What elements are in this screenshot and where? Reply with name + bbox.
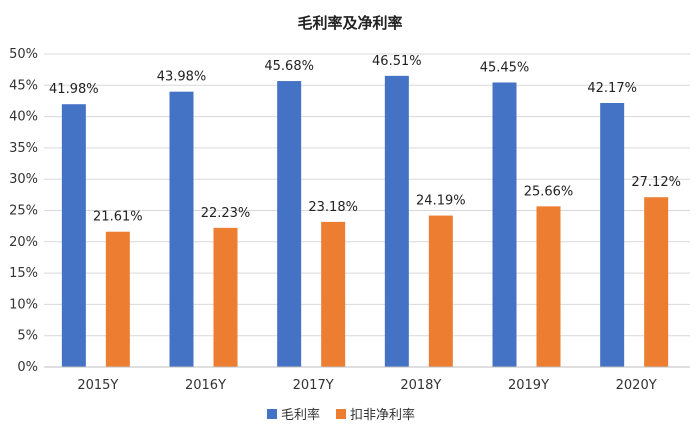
- data-label: 24.19%: [416, 194, 466, 209]
- data-label: 23.18%: [308, 200, 358, 215]
- data-label: 22.23%: [201, 206, 251, 221]
- bar-gross-margin: [277, 81, 302, 367]
- x-tick-label: 2017Y: [293, 378, 334, 393]
- data-label: 21.61%: [93, 210, 143, 225]
- y-tick-label: 45%: [9, 78, 38, 93]
- gridlines: [44, 53, 690, 368]
- legend-swatch: [336, 409, 346, 419]
- data-labels: 41.98% 21.61% 43.98% 22.23% 45.68% 23.18% 46.5…: [49, 54, 681, 225]
- bar-gross-margin: [169, 91, 194, 367]
- y-tick-label: 10%: [9, 297, 38, 312]
- bar-gross-margin: [492, 82, 517, 367]
- y-tick-label: 20%: [9, 235, 38, 250]
- y-tick-label: 5%: [17, 329, 38, 344]
- bar-net-margin: [105, 231, 130, 367]
- data-label: 45.45%: [480, 60, 530, 75]
- y-tick-label: 35%: [9, 141, 38, 156]
- chart-title: 毛利率及净利率: [297, 14, 402, 32]
- legend: 毛利率 扣非净利率: [267, 407, 415, 423]
- bar-gross-margin: [61, 104, 86, 367]
- x-tick-label: 2015Y: [77, 378, 118, 393]
- data-label: 45.68%: [264, 59, 314, 74]
- data-label: 43.98%: [157, 70, 207, 85]
- bar-net-margin: [428, 215, 453, 367]
- bar-net-margin: [321, 221, 346, 367]
- data-label: 42.17%: [587, 81, 637, 96]
- x-tick-label: 2016Y: [185, 378, 226, 393]
- x-axis: 2015Y 2016Y 2017Y 2018Y 2019Y 2020Y: [44, 366, 690, 393]
- bars: [61, 75, 669, 367]
- y-tick-label: 15%: [9, 266, 38, 281]
- bar-net-margin: [213, 227, 238, 367]
- bar-gross-margin: [384, 75, 409, 367]
- data-label: 41.98%: [49, 82, 99, 97]
- bar-net-margin: [536, 206, 561, 367]
- y-axis: 0% 5% 10% 15% 20% 25% 30% 35% 40% 45% 50%: [9, 47, 38, 375]
- x-tick-label: 2019Y: [508, 378, 549, 393]
- y-tick-label: 30%: [9, 172, 38, 187]
- legend-label: 毛利率: [281, 407, 320, 423]
- y-tick-label: 50%: [9, 47, 38, 62]
- x-tick-label: 2018Y: [400, 378, 441, 393]
- data-label: 27.12%: [631, 175, 681, 190]
- y-tick-label: 40%: [9, 110, 38, 125]
- bar-net-margin: [644, 197, 669, 367]
- data-label: 46.51%: [372, 54, 422, 69]
- bar-gross-margin: [600, 103, 625, 367]
- x-tick-label: 2020Y: [616, 378, 657, 393]
- legend-label: 扣非净利率: [350, 407, 415, 423]
- data-label: 25.66%: [524, 184, 574, 199]
- y-tick-label: 0%: [17, 360, 38, 375]
- legend-swatch: [267, 409, 277, 419]
- y-tick-label: 25%: [9, 204, 38, 219]
